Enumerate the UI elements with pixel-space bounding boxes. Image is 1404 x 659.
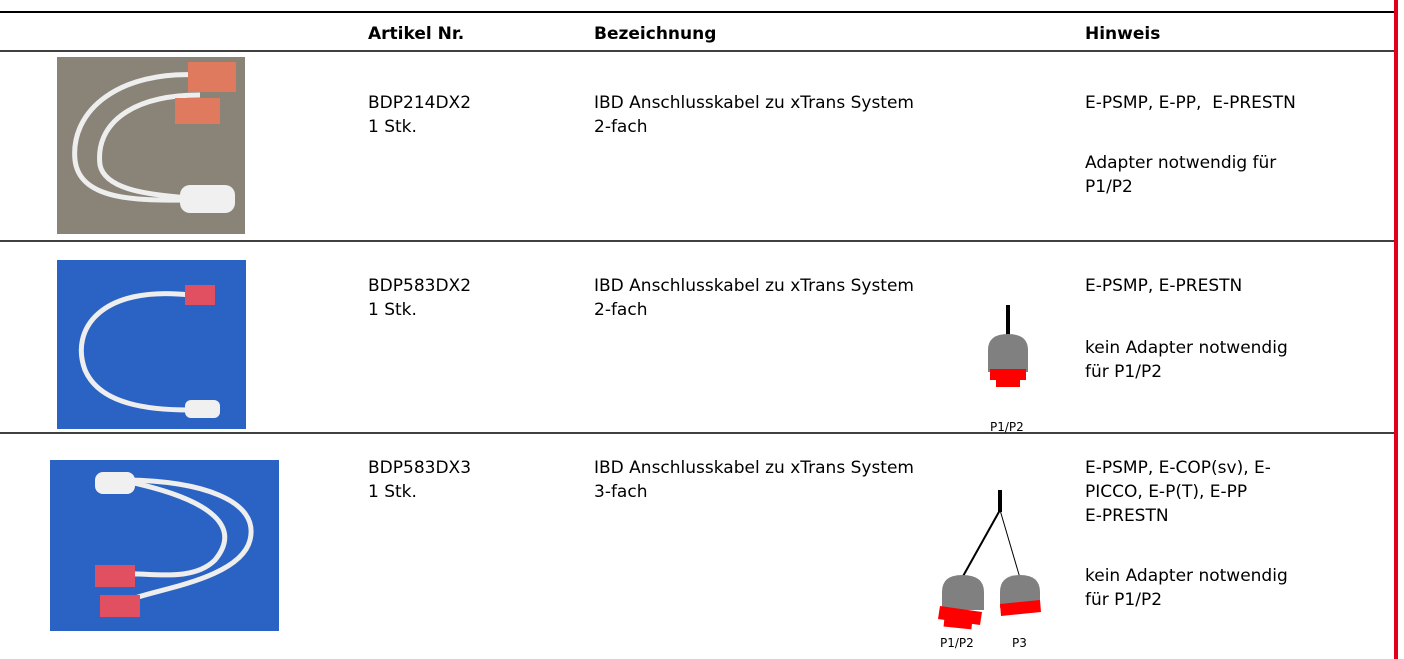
- note: Adapter notwendig für: [1085, 153, 1277, 173]
- red-edge: [1394, 0, 1398, 659]
- article-number: BDP583DX2: [368, 276, 472, 296]
- connector-label: P1/P2: [990, 420, 1024, 434]
- description: 2-fach: [594, 300, 648, 320]
- description: IBD Anschlusskabel zu xTrans System: [594, 276, 914, 296]
- note: E-PSMP, E-COP(sv), E-: [1085, 458, 1271, 478]
- connector-icon: [938, 490, 1041, 630]
- article-number: BDP214DX2: [368, 93, 472, 113]
- note: für P1/P2: [1085, 362, 1163, 382]
- description: 2-fach: [594, 117, 648, 137]
- note: E-PRESTN: [1085, 506, 1169, 526]
- quantity: 1 Stk.: [368, 482, 417, 502]
- product-photo: [57, 260, 246, 429]
- column-header: Hinweis: [1085, 24, 1161, 44]
- description: 3-fach: [594, 482, 648, 502]
- column-header: Bezeichnung: [594, 24, 717, 44]
- note: kein Adapter notwendig: [1085, 566, 1288, 586]
- note: E-PSMP, E-PRESTN: [1085, 276, 1243, 296]
- connector-icon: [988, 305, 1028, 387]
- note: PICCO, E-P(T), E-PP: [1085, 482, 1248, 502]
- article-number: BDP583DX3: [368, 458, 472, 478]
- connector-label: P3: [1012, 636, 1027, 650]
- description: IBD Anschlusskabel zu xTrans System: [594, 93, 914, 113]
- description: IBD Anschlusskabel zu xTrans System: [594, 458, 914, 478]
- product-photo: [57, 57, 245, 234]
- quantity: 1 Stk.: [368, 117, 417, 137]
- quantity: 1 Stk.: [368, 300, 417, 320]
- note: für P1/P2: [1085, 590, 1163, 610]
- note: E-PSMP, E-PP, E-PRESTN: [1085, 93, 1296, 113]
- note: kein Adapter notwendig: [1085, 338, 1288, 358]
- connector-label: P1/P2: [940, 636, 974, 650]
- product-photo: [50, 460, 279, 631]
- column-header: Artikel Nr.: [368, 24, 465, 44]
- note: P1/P2: [1085, 177, 1133, 197]
